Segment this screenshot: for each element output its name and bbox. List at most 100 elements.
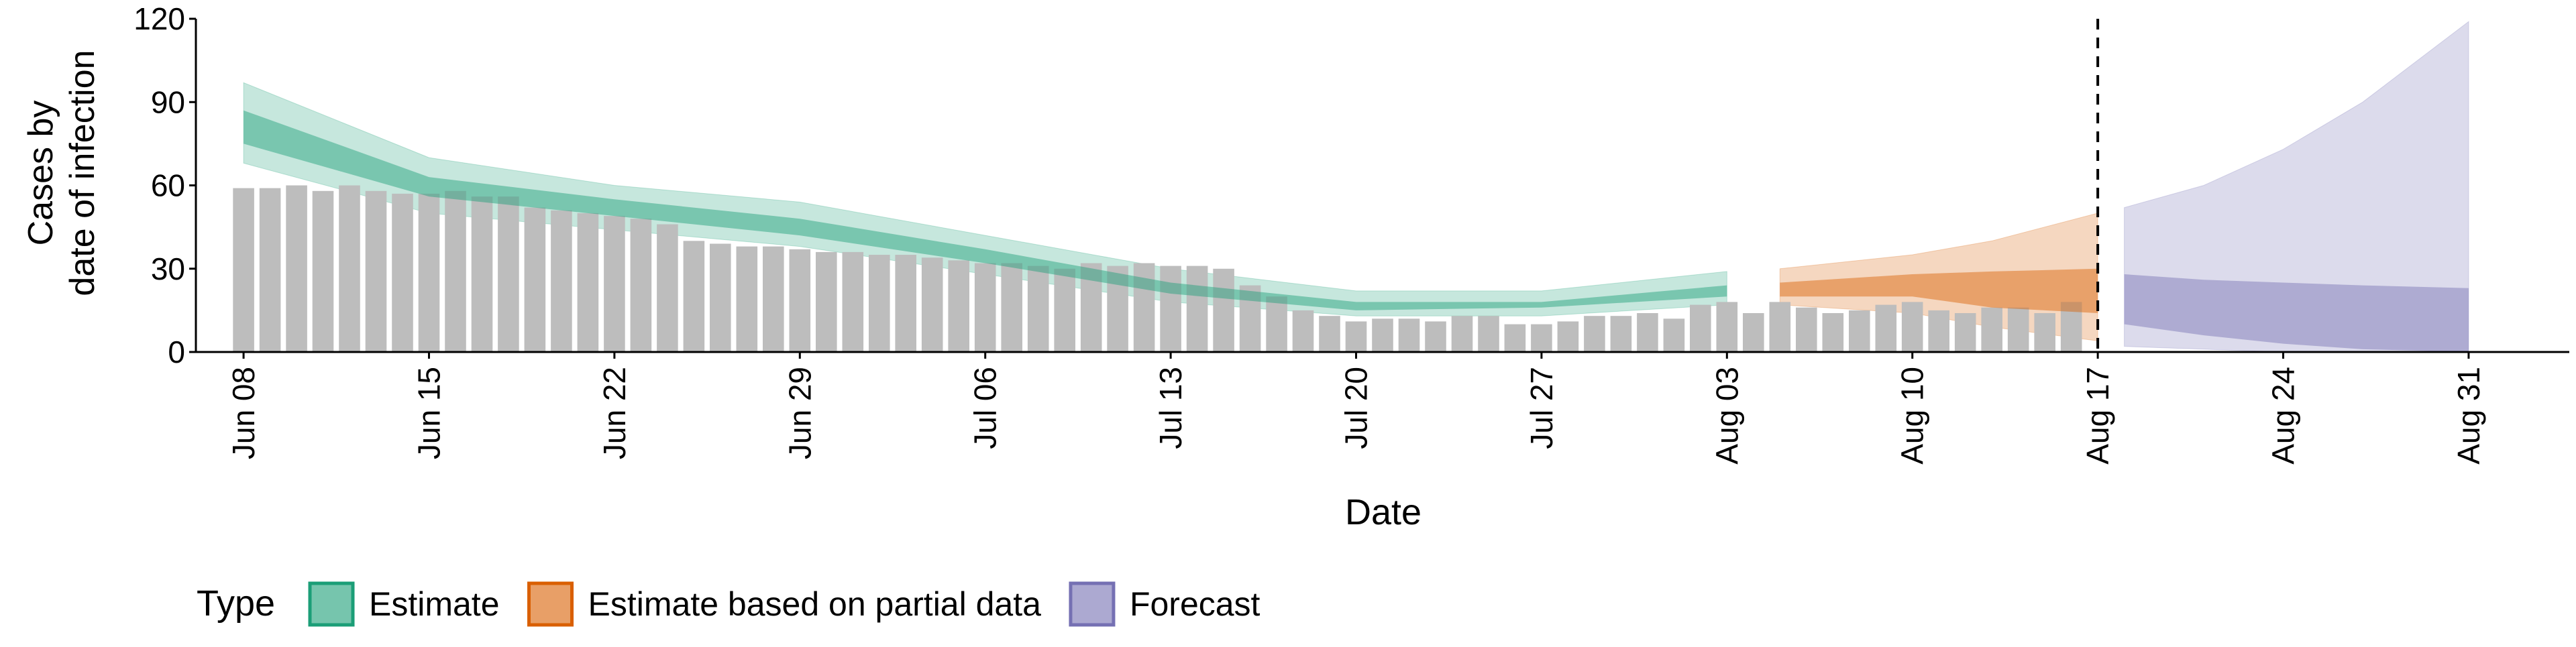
- bar: [1107, 266, 1128, 352]
- bar: [1425, 321, 1446, 352]
- bar: [1796, 307, 1817, 352]
- bar: [233, 188, 254, 352]
- bar: [1663, 318, 1685, 352]
- bar: [842, 251, 864, 352]
- bars-layer: [233, 185, 2082, 353]
- bar: [1769, 302, 1791, 352]
- y-axis-label-line1: Cases by: [21, 101, 60, 246]
- bar: [1319, 316, 1340, 352]
- x-tick-label: Jul 06: [968, 367, 1003, 449]
- bar: [1901, 302, 1923, 352]
- x-tick-label: Aug 03: [1709, 367, 1744, 465]
- bar: [1849, 310, 1870, 352]
- bar: [1690, 304, 1711, 352]
- x-tick-label: Jul 27: [1524, 367, 1559, 449]
- bar: [869, 255, 890, 352]
- y-tick-label: 60: [151, 168, 185, 203]
- bar: [1133, 263, 1155, 352]
- bar: [948, 260, 969, 352]
- x-tick-label: Jun 22: [597, 367, 632, 459]
- bar: [312, 190, 334, 352]
- legend-label-estimate: Estimate: [369, 585, 500, 623]
- bar: [1716, 302, 1738, 352]
- x-tick-label: Jul 20: [1339, 367, 1374, 449]
- bar: [2060, 302, 2082, 352]
- x-tick-label: Aug 24: [2266, 367, 2301, 465]
- bar: [1478, 316, 1499, 352]
- bar: [1531, 324, 1552, 352]
- x-tick-label: Aug 17: [2080, 367, 2115, 465]
- axes-layer: 0 30 60 90 120 Jun 08 Jun 15 Jun 22 Jun 29 Jul 06…: [133, 1, 2569, 465]
- bar: [1504, 324, 1526, 352]
- bar: [577, 213, 599, 352]
- bar: [498, 196, 519, 352]
- y-tick-label: 90: [151, 84, 185, 119]
- bar: [1981, 307, 2002, 352]
- bar: [1372, 318, 1393, 352]
- bar: [683, 241, 705, 352]
- bar: [2007, 307, 2029, 352]
- ribbon-inner-estimate-based-on-partial-data: [1780, 268, 2098, 313]
- bar: [1584, 316, 1605, 352]
- bar: [1451, 316, 1473, 352]
- legend-key-forecast: [1069, 581, 1116, 627]
- bar: [392, 193, 413, 352]
- bar: [1001, 263, 1022, 352]
- bar: [657, 224, 678, 352]
- y-axis-label-line2: date of infection: [63, 50, 102, 296]
- bar: [710, 243, 731, 352]
- x-axis-label: Date: [1345, 492, 1421, 532]
- bar: [1398, 318, 1420, 352]
- x-tick-label: Jun 29: [782, 367, 817, 459]
- legend-key-estimate-based-on-partial-data: [527, 581, 574, 627]
- bar: [630, 219, 652, 352]
- bar: [286, 185, 307, 352]
- bar: [789, 249, 811, 352]
- bar: [524, 207, 546, 352]
- bar: [604, 216, 625, 352]
- bar: [1160, 266, 1181, 352]
- bar: [895, 255, 916, 352]
- bar: [921, 257, 943, 352]
- x-tick-label: Jun 15: [412, 367, 447, 459]
- bar: [1213, 268, 1234, 353]
- bar: [1557, 321, 1579, 352]
- bar: [1080, 263, 1102, 352]
- bar: [471, 196, 493, 352]
- bar: [365, 190, 387, 352]
- bar: [551, 210, 572, 352]
- bar: [1292, 310, 1314, 352]
- bar: [1186, 266, 1208, 352]
- bar: [974, 263, 996, 352]
- labels-layer: Cases by date of infection Date: [21, 50, 1421, 532]
- bar: [259, 188, 281, 352]
- inner-ribbon-layer: [244, 110, 2469, 352]
- bar: [445, 190, 466, 352]
- bar: [1743, 313, 1764, 352]
- y-tick-label: 0: [168, 335, 185, 369]
- bar: [1928, 310, 1949, 352]
- bar: [816, 251, 837, 352]
- bar: [1054, 268, 1075, 353]
- legend-label-estimate-based-on-partial-data: Estimate based on partial data: [588, 585, 1042, 623]
- y-tick-label: 120: [133, 1, 185, 36]
- legend-label-forecast: Forecast: [1130, 585, 1260, 623]
- bar: [1027, 266, 1049, 352]
- bar: [339, 185, 360, 352]
- bar: [1610, 316, 1632, 352]
- x-tick-label: Aug 10: [1895, 367, 1930, 465]
- bar: [736, 246, 758, 352]
- x-tick-label: Jul 13: [1153, 367, 1188, 449]
- legend: Type Estimate Estimate based on partial d…: [197, 581, 1260, 627]
- x-tick-label: Aug 31: [2451, 367, 2486, 465]
- bar: [1345, 321, 1367, 352]
- bar: [1875, 304, 1897, 352]
- legend-title: Type: [197, 583, 275, 624]
- bar: [1954, 313, 1976, 352]
- bar: [418, 193, 440, 352]
- bar: [2034, 313, 2055, 352]
- bar: [1266, 296, 1287, 352]
- legend-key-estimate: [308, 581, 355, 627]
